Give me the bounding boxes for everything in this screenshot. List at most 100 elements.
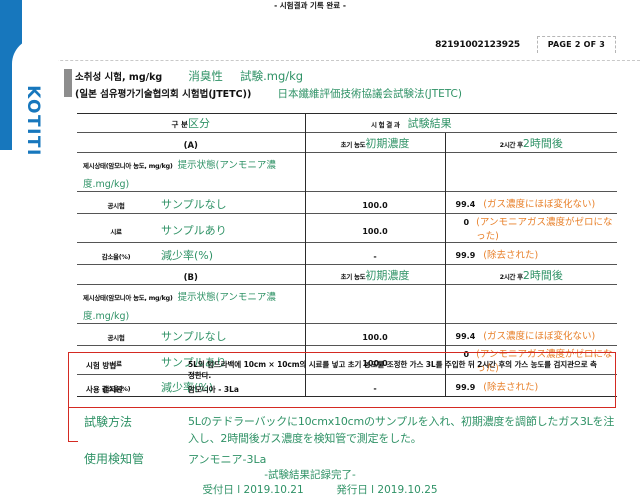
table-header-row: 구 분 区分 시 험 결 과 試験結果 <box>77 113 618 133</box>
row-after-note-b1: (アンモニアガス濃度がゼロになった) <box>476 349 613 374</box>
subheader-initial-a: 초기 농도 初期濃度 <box>304 132 446 153</box>
table-row: 감소율(%) 減少率(%) - 99.9 (除去された) <box>77 242 618 265</box>
header-results-jp: 試験結果 <box>407 117 452 130</box>
header-cell-results: 시 험 결 과 試験結果 <box>371 113 618 133</box>
ko-method-label: 시험 방법 <box>86 361 117 370</box>
row-label-ko-a0: 공시험 <box>77 191 155 214</box>
subheader-initial-ko-b: 초기 농도 <box>340 272 366 281</box>
row-after-note-a0: (ガス濃度にほぼ変化ない) <box>483 198 596 210</box>
row-after-a1: 0 (アンモニアガス濃度がゼロになった) <box>444 213 618 243</box>
row-label-ko-a1: 시료 <box>77 213 155 243</box>
table-row: 감소율(%) 減少率(%) - 99.9 (除去された) <box>77 374 618 397</box>
state-after-b <box>444 284 618 324</box>
title-bullet-marker <box>64 69 72 97</box>
row-after-value-b0: 99.4 <box>455 331 476 341</box>
row-after-value-b1: 0 <box>463 350 470 359</box>
korean-method-box-tail-foot <box>68 441 78 443</box>
ko-detector-tube-value: 암모니아 - 3La <box>188 385 239 394</box>
ko-method-text: 5L의 텀드라백에 10cm × 10cm의 시료를 넣고 초기 농도를 조정한… <box>188 360 597 380</box>
row-label-jp-a1: サンプルあり <box>155 213 306 243</box>
section-label-a: (A) <box>77 132 306 153</box>
row-after-a2: 99.9 (除去された) <box>444 242 618 265</box>
subheader-after-jp-a: 2時間後 <box>522 136 563 150</box>
table-row: 시료 サンプルあり 100.0 0 (アンモニアガス濃度がゼロになった) <box>77 345 618 375</box>
row-after-value-a1: 0 <box>463 218 470 227</box>
row-after-b0: 99.4 (ガス濃度にほぼ変化ない) <box>444 323 618 346</box>
report-title-block: 소취성 시험, mg/kg 消臭性 試験.mg/kg (일본 섬유평가기술협의회… <box>64 68 620 102</box>
korean-method-box-tail <box>68 408 70 442</box>
jp-method-label: 試験方法 <box>84 415 133 429</box>
row-after-note-a1: (アンモニアガス濃度がゼロになった) <box>476 217 613 242</box>
title-jp-line2: 日本纖維評価技術協議会試験法(JTETC) <box>277 88 462 100</box>
section-row-b: (B) 초기 농도 初期濃度 2시간 후 2時間後 <box>77 264 618 285</box>
row-label-jp-b0: サンプルなし <box>155 323 306 346</box>
subheader-after-jp-b: 2時間後 <box>522 268 563 282</box>
row-initial-a2: - <box>304 242 446 265</box>
row-after-value-a2: 99.9 <box>455 250 476 260</box>
state-label-jp-a: 提示状態(アンモニア濃度.mg/kg) <box>83 160 276 190</box>
jp-method-text: 5Lのテドラーバックに10cmx10cmのサンプルを入れ、初期濃度を調節したガス… <box>188 415 615 445</box>
document-header-rule <box>0 38 640 61</box>
row-label-ko-a2: 감소율(%) <box>77 242 155 265</box>
state-label-ko-a: 제시상태(암모니아 농도, mg/kg) <box>83 162 173 170</box>
state-label-jp-b: 提示状態(アンモニア濃度.mg/kg) <box>83 292 276 322</box>
kotiti-tab-curve <box>12 38 58 203</box>
row-after-note-b2: (除去された) <box>483 381 539 393</box>
page-indicator-label: PAGE 2 OF 3 <box>547 40 605 49</box>
state-initial-a <box>304 152 446 192</box>
subheader-initial-jp-b: 初期濃度 <box>365 268 410 282</box>
section-label-b: (B) <box>77 264 306 285</box>
header-category-ko: 구 분 <box>171 120 188 129</box>
row-initial-b0: 100.0 <box>304 323 446 346</box>
table-row: 시료 サンプルあり 100.0 0 (アンモニアガス濃度がゼロになった) <box>77 213 618 243</box>
test-results-table: 구 분 区分 시 험 결 과 試験結果 (A) 초기 농도 初期濃度 <box>77 113 618 397</box>
header-category-jp: 区分 <box>187 117 210 130</box>
korean-method-highlight-box <box>68 352 616 408</box>
kotiti-logo-text: KOTITI <box>23 85 43 157</box>
subheader-after-ko-b: 2시간 후 <box>499 272 524 281</box>
state-label-b: 제시상태(암모니아 농도, mg/kg) 提示状態(アンモニア濃度.mg/kg) <box>77 284 306 324</box>
row-initial-a1: 100.0 <box>304 213 446 243</box>
subheader-initial-jp-a: 初期濃度 <box>365 136 410 150</box>
state-initial-b <box>304 284 446 324</box>
row-label-ko-b2: 감소율(%) <box>77 374 155 397</box>
subheader-after-b: 2시간 후 2時間後 <box>444 264 618 285</box>
section-row-a: (A) 초기 농도 初期濃度 2시간 후 2時間後 <box>77 132 618 153</box>
row-after-value-a0: 99.4 <box>455 199 476 209</box>
title-ko-line2: (일본 섬유평가기술협의회 시험법(JTETC)) <box>75 89 252 100</box>
table-row: 공시험 サンプルなし 100.0 99.4 (ガス濃度にほぼ変化ない) <box>77 191 618 214</box>
row-initial-b2: - <box>304 374 446 397</box>
row-label-jp-b1: サンプルあり <box>155 345 306 375</box>
row-after-value-b2: 99.9 <box>455 382 476 392</box>
kotiti-logo: KOTITI <box>18 62 48 180</box>
row-after-a0: 99.4 (ガス濃度にほぼ変化ない) <box>444 191 618 214</box>
subheader-initial-ko-a: 초기 농도 <box>340 140 366 149</box>
header-cell-spacer <box>304 113 446 133</box>
row-after-b1: 0 (アンモニアガス濃度がゼロになった) <box>444 345 618 375</box>
subheader-initial-b: 초기 농도 初期濃度 <box>304 264 446 285</box>
row-label-jp-a0: サンプルなし <box>155 191 306 214</box>
header-cell-category: 구 분 区分 <box>77 113 306 133</box>
row-after-note-a2: (除去された) <box>483 249 539 261</box>
row-label-jp-b2: 減少率(%) <box>155 374 306 397</box>
footer-issued-date: 発行日 l 2019.10.25 <box>336 484 438 496</box>
state-row-b: 제시상태(암모니아 농도, mg/kg) 提示状態(アンモニア濃度.mg/kg) <box>77 284 618 324</box>
state-row-a: 제시상태(암모니아 농도, mg/kg) 提示状態(アンモニア濃度.mg/kg) <box>77 152 618 192</box>
footer-received-date: 受付日 l 2019.10.21 <box>202 484 304 496</box>
title-jp-line1-b: 試験.mg/kg <box>240 69 304 83</box>
title-line-2: (일본 섬유평가기술협의회 시험법(JTETC)) 日本纖維評価技術協議会試験法… <box>75 85 620 102</box>
ko-detector-tube-label: 사용 검지관 <box>86 385 124 394</box>
row-after-b2: 99.9 (除去された) <box>444 374 618 397</box>
document-number: 82191002123925 <box>435 40 520 50</box>
subheader-after-a: 2시간 후 2時間後 <box>444 132 618 153</box>
state-label-a: 제시상태(암모니아 농도, mg/kg) 提示状態(アンモニア濃度.mg/kg) <box>77 152 306 192</box>
title-line-1: 소취성 시험, mg/kg 消臭性 試験.mg/kg <box>75 68 620 85</box>
table-row: 공시험 サンプルなし 100.0 99.4 (ガス濃度にほぼ変化ない) <box>77 323 618 346</box>
state-label-ko-b: 제시상태(암모니아 농도, mg/kg) <box>83 294 173 302</box>
title-ko-line1: 소취성 시험, mg/kg <box>75 72 163 83</box>
header-results-ko: 시 험 결 과 <box>371 121 400 129</box>
row-after-note-b0: (ガス濃度にほぼ変化ない) <box>483 330 596 342</box>
row-initial-a0: 100.0 <box>304 191 446 214</box>
jp-detector-tube-label: 使用検知管 <box>84 452 145 466</box>
row-label-jp-a2: 減少率(%) <box>155 242 306 265</box>
